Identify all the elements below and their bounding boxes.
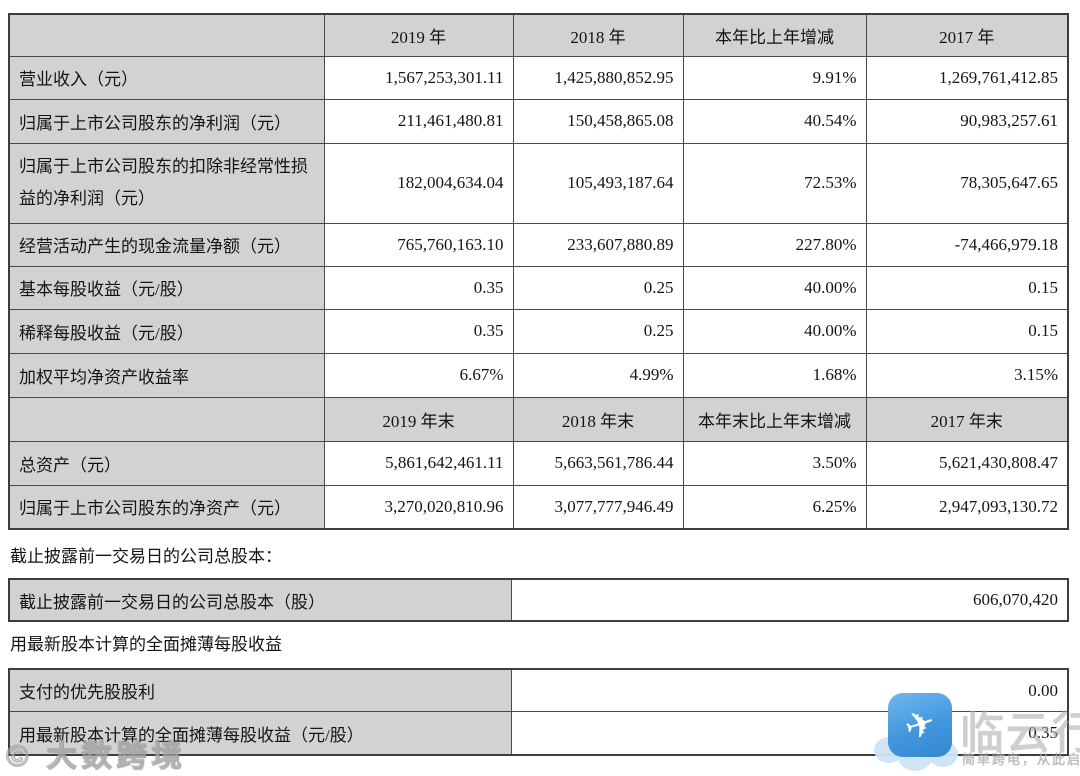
row-label: 归属于上市公司股东的净资产（元）: [8, 484, 325, 530]
share-capital-note: 截止披露前一交易日的公司总股本：: [10, 547, 282, 566]
cell-2019: 0.35: [323, 308, 514, 354]
cell-change: 40.00%: [682, 308, 867, 354]
cell-2017: 3.15%: [865, 352, 1069, 398]
header-change-eoy: 本年末比上年末增减: [682, 396, 867, 442]
cell-change: 40.00%: [682, 265, 867, 310]
cell-2018: 0.25: [512, 308, 684, 354]
cell-change: 72.53%: [682, 142, 867, 224]
cell-2018: 233,607,880.89: [512, 222, 684, 267]
header-2018: 2018 年: [512, 13, 684, 57]
row-preferred-dividend: 支付的优先股股利 0.00: [8, 668, 1069, 713]
row-net-assets: 归属于上市公司股东的净资产（元） 3,270,020,810.96 3,077,…: [8, 484, 1069, 530]
cell-2019: 211,461,480.81: [323, 98, 514, 144]
row-net-profit-excl-nonrecurring: 归属于上市公司股东的扣除非经常性损益的净利润（元） 182,004,634.04…: [8, 142, 1069, 224]
row-label: 截止披露前一交易日的公司总股本（股）: [8, 578, 512, 622]
cell-2019: 6.67%: [323, 352, 514, 398]
cell-2019: 3,270,020,810.96: [323, 484, 514, 530]
header-2017: 2017 年: [865, 13, 1069, 57]
cell-2017: 2,947,093,130.72: [865, 484, 1069, 530]
row-basic-eps: 基本每股收益（元/股） 0.35 0.25 40.00% 0.15: [8, 265, 1069, 310]
header-row-annual: 2019 年 2018 年 本年比上年增减 2017 年: [8, 13, 1069, 57]
financial-summary-table: 2019 年 2018 年 本年比上年增减 2017 年 营业收入（元） 1,5…: [8, 13, 1069, 530]
cell-2017: 90,983,257.61: [865, 98, 1069, 144]
header-2019: 2019 年: [323, 13, 514, 57]
cell-2018: 105,493,187.64: [512, 142, 684, 224]
cell-change: 6.25%: [682, 484, 867, 530]
row-operating-cash-flow: 经营活动产生的现金流量净额（元） 765,760,163.10 233,607,…: [8, 222, 1069, 267]
diluted-eps-table: 支付的优先股股利 0.00 用最新股本计算的全面摊薄每股收益（元/股） 0.35: [8, 667, 1069, 756]
header-corner-cell: [8, 13, 325, 57]
cell-change: 1.68%: [682, 352, 867, 398]
row-total-shares: 截止披露前一交易日的公司总股本（股） 606,070,420: [8, 578, 1069, 622]
cell-2019: 1,567,253,301.11: [323, 55, 514, 100]
row-label: 用最新股本计算的全面摊薄每股收益（元/股）: [8, 711, 512, 756]
header-2017-eoy: 2017 年末: [865, 396, 1069, 442]
cell-2018: 5,663,561,786.44: [512, 440, 684, 486]
diluted-eps-note: 用最新股本计算的全面摊薄每股收益: [10, 635, 282, 655]
header-2018-eoy: 2018 年末: [512, 396, 684, 442]
row-label: 总资产（元）: [8, 440, 325, 486]
share-capital-table: 截止披露前一交易日的公司总股本（股） 606,070,420: [8, 578, 1069, 623]
cell-value: 606,070,420: [510, 578, 1069, 622]
row-label: 归属于上市公司股东的净利润（元）: [8, 98, 325, 144]
row-weighted-avg-roe: 加权平均净资产收益率 6.67% 4.99% 1.68% 3.15%: [8, 352, 1069, 398]
row-label: 支付的优先股股利: [8, 668, 512, 713]
row-label: 稀释每股收益（元/股）: [8, 308, 325, 354]
cell-2019: 765,760,163.10: [323, 222, 514, 267]
row-label: 归属于上市公司股东的扣除非经常性损益的净利润（元）: [8, 142, 325, 224]
cell-change: 227.80%: [682, 222, 867, 267]
cell-change: 9.91%: [682, 55, 867, 100]
cell-2019: 182,004,634.04: [323, 142, 514, 224]
row-diluted-eps: 稀释每股收益（元/股） 0.35 0.25 40.00% 0.15: [8, 308, 1069, 354]
cell-2019: 5,861,642,461.11: [323, 440, 514, 486]
cell-change: 40.54%: [682, 98, 867, 144]
cell-2017: 1,269,761,412.85: [865, 55, 1069, 100]
row-fully-diluted-eps: 用最新股本计算的全面摊薄每股收益（元/股） 0.35: [8, 711, 1069, 756]
header-2019-eoy: 2019 年末: [323, 396, 514, 442]
cell-2018: 4.99%: [512, 352, 684, 398]
cell-2018: 1,425,880,852.95: [512, 55, 684, 100]
row-label: 加权平均净资产收益率: [8, 352, 325, 398]
header-corner-cell: [8, 396, 325, 442]
header-row-eoy: 2019 年末 2018 年末 本年末比上年末增减 2017 年末: [8, 396, 1069, 442]
cell-2017: 78,305,647.65: [865, 142, 1069, 224]
row-label: 基本每股收益（元/股）: [8, 265, 325, 310]
cell-2018: 0.25: [512, 265, 684, 310]
cell-2017: 0.15: [865, 308, 1069, 354]
header-change: 本年比上年增减: [682, 13, 867, 57]
cell-2017: 5,621,430,808.47: [865, 440, 1069, 486]
cell-2019: 0.35: [323, 265, 514, 310]
row-label: 经营活动产生的现金流量净额（元）: [8, 222, 325, 267]
cell-2018: 150,458,865.08: [512, 98, 684, 144]
row-label: 营业收入（元）: [8, 55, 325, 100]
row-revenue: 营业收入（元） 1,567,253,301.11 1,425,880,852.9…: [8, 55, 1069, 100]
row-total-assets: 总资产（元） 5,861,642,461.11 5,663,561,786.44…: [8, 440, 1069, 486]
cell-2018: 3,077,777,946.49: [512, 484, 684, 530]
cell-value: 0.35: [510, 711, 1069, 756]
cell-value: 0.00: [510, 668, 1069, 713]
cell-2017: 0.15: [865, 265, 1069, 310]
row-net-profit: 归属于上市公司股东的净利润（元） 211,461,480.81 150,458,…: [8, 98, 1069, 144]
cell-change: 3.50%: [682, 440, 867, 486]
cell-2017: -74,466,979.18: [865, 222, 1069, 267]
